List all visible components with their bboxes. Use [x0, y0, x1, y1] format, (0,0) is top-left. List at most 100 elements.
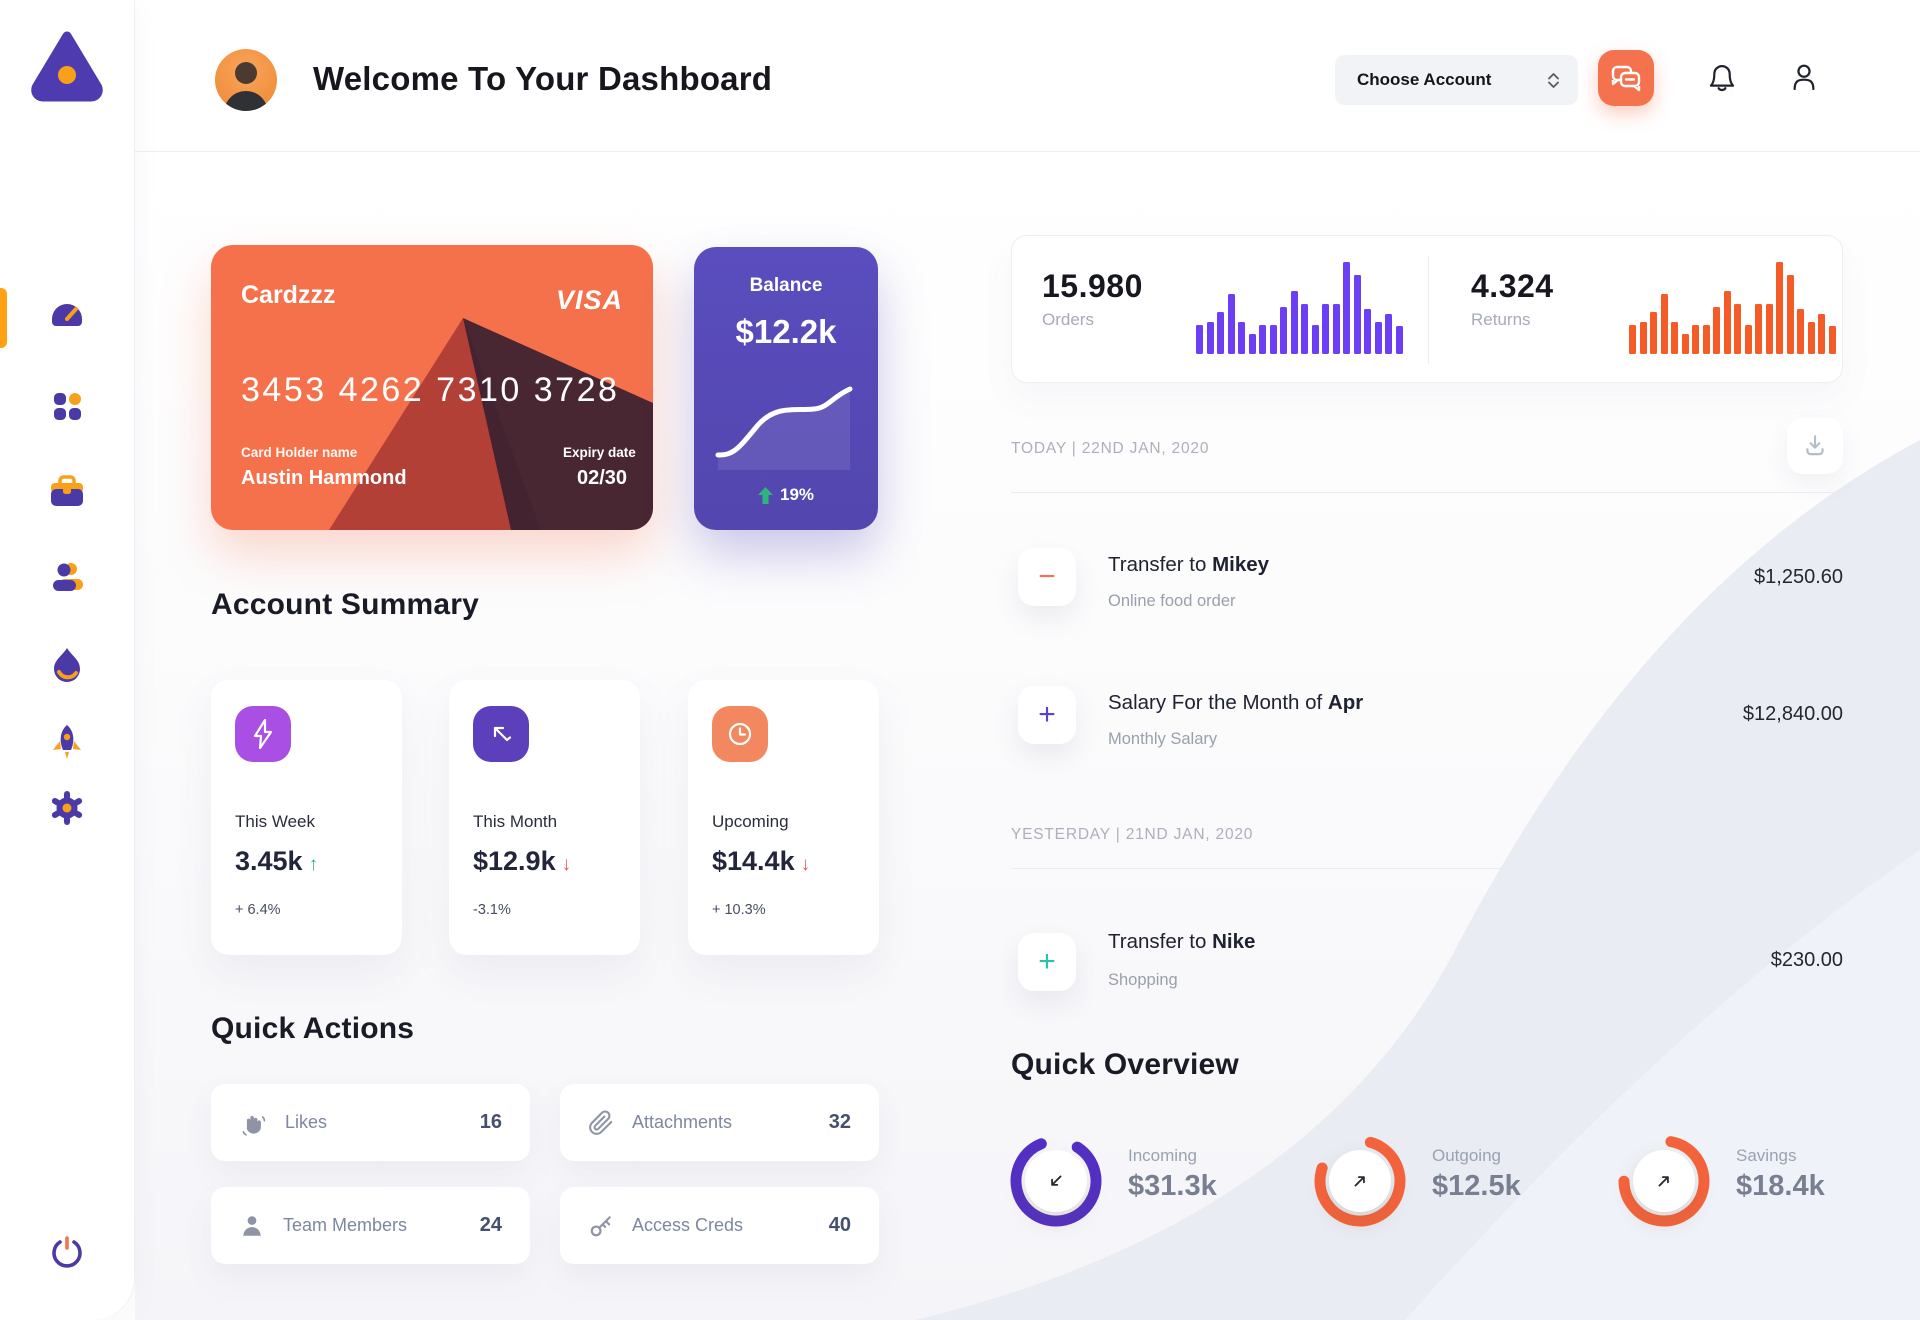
balance-sparkline: [715, 386, 853, 470]
bar: [1217, 311, 1224, 354]
chat-button[interactable]: [1598, 50, 1654, 106]
incoming-value: $31.3k: [1128, 1170, 1217, 1202]
card-expiry-value: 02/30: [577, 467, 628, 489]
savings-ring: [1614, 1131, 1714, 1231]
bar: [1301, 304, 1308, 354]
sidebar-item-rocket-icon[interactable]: [47, 722, 87, 762]
sidebar-item-apps-grid-icon[interactable]: [47, 386, 87, 426]
profile-button[interactable]: [1782, 56, 1826, 100]
credit-card: Cardzzz VISA 3453 4262 7310 3728 Card Ho…: [211, 245, 653, 530]
bar: [1692, 324, 1699, 354]
bar: [1343, 262, 1350, 354]
user-icon: [1793, 64, 1815, 91]
quick-action-label: Likes: [285, 1112, 328, 1132]
sidebar-item-settings-gear-icon[interactable]: [47, 788, 87, 828]
quick-actions-title: Quick Actions: [211, 1012, 415, 1045]
quick-action-attachments[interactable]: Attachments 32: [560, 1084, 879, 1161]
quick-action-count: 32: [828, 1111, 851, 1133]
transaction-subtitle: Monthly Salary: [1108, 730, 1218, 748]
bar: [1807, 321, 1815, 354]
card-expiry-label: Expiry date: [563, 445, 636, 460]
account-select-label: Choose Account: [1357, 70, 1492, 89]
transaction-type-icon: −: [1018, 548, 1076, 606]
bar: [1776, 262, 1783, 354]
sidebar-item-dashboard-gauge-icon[interactable]: [47, 296, 87, 336]
notifications-button[interactable]: [1700, 56, 1744, 100]
divider: [1011, 868, 1843, 869]
savings-label: Savings: [1736, 1146, 1797, 1165]
bar: [1681, 333, 1689, 354]
bar: [1196, 324, 1203, 354]
bar: [1755, 304, 1762, 354]
sidebar-item-users-icon[interactable]: [47, 558, 87, 598]
stats-divider: [1428, 256, 1429, 364]
quick-action-count: 24: [479, 1214, 502, 1236]
orders-bar-chart: [1196, 262, 1410, 354]
quick-action-count: 40: [828, 1214, 851, 1236]
transaction-amount: $12,840.00: [1742, 703, 1843, 725]
returns-value: 4.324: [1471, 268, 1554, 304]
quick-action-likes[interactable]: Likes 16: [211, 1084, 530, 1161]
bar: [1248, 333, 1256, 354]
transaction-title[interactable]: Salary For the Month of Apr: [1108, 691, 1364, 714]
bar: [1395, 326, 1403, 354]
summary-label: This Month: [473, 812, 558, 831]
bar: [1734, 304, 1741, 354]
lightning-icon: [235, 706, 291, 762]
bar: [1238, 321, 1245, 354]
transaction-title[interactable]: Transfer to Nike: [1108, 930, 1256, 953]
transaction-subtitle: Shopping: [1108, 971, 1178, 989]
page-title: Welcome To Your Dashboard: [313, 60, 773, 97]
trend-down-arrow: ↓: [800, 854, 811, 875]
transactions-group-today: TODAY | 22ND JAN, 2020: [1011, 440, 1210, 457]
app-logo-icon[interactable]: [28, 26, 106, 104]
bar: [1332, 304, 1340, 354]
bar: [1713, 307, 1720, 354]
bar: [1786, 274, 1794, 354]
chevron-up-down-icon: [1548, 72, 1559, 88]
quick-action-label: Team Members: [283, 1215, 408, 1235]
visa-logo: VISA: [555, 285, 623, 315]
down-left-arrow-icon: [1051, 1175, 1062, 1186]
account-select[interactable]: Choose Account: [1335, 55, 1578, 105]
orders-value: 15.980: [1042, 268, 1143, 304]
download-button[interactable]: [1787, 418, 1843, 474]
trend-down-arrow: ↓: [561, 854, 572, 875]
up-right-arrow-icon: [1354, 1176, 1365, 1187]
transactions-group-yesterday: YESTERDAY | 21ND JAN, 2020: [1011, 826, 1254, 843]
bar: [1374, 321, 1382, 354]
bar: [1364, 308, 1371, 354]
sidebar-item-briefcase-icon[interactable]: [47, 472, 87, 512]
power-icon[interactable]: [47, 1233, 87, 1273]
summary-delta: + 10.3%: [712, 902, 766, 918]
bell-icon: [1709, 65, 1735, 92]
bar: [1385, 314, 1392, 354]
orders-returns-card: 15.980 Orders 4.324 Returns: [1011, 235, 1843, 383]
outgoing-value: $12.5k: [1432, 1170, 1521, 1202]
key-icon: [590, 1215, 611, 1236]
bar: [1259, 324, 1266, 354]
avatar[interactable]: [215, 49, 277, 111]
orders-label: Orders: [1042, 310, 1094, 329]
incoming-ring: [1006, 1131, 1106, 1231]
bar: [1311, 324, 1319, 354]
transaction-title[interactable]: Transfer to Mikey: [1108, 553, 1270, 576]
bar: [1765, 304, 1773, 354]
quick-action-access-creds[interactable]: Access Creds 40: [560, 1187, 879, 1264]
summary-card-upcoming: Upcoming $14.4k ↓ + 10.3%: [688, 680, 879, 955]
transaction-type-icon: +: [1018, 933, 1076, 991]
bar: [1629, 324, 1636, 354]
quick-action-team-members[interactable]: Team Members 24: [211, 1187, 530, 1264]
summary-value: $12.9k ↓: [473, 846, 572, 876]
sidebar-item-flame-icon[interactable]: [47, 644, 87, 684]
balance-label: Balance: [749, 275, 823, 296]
ring-inner-disc: [1025, 1150, 1087, 1212]
quick-overview-title: Quick Overview: [1011, 1048, 1239, 1081]
bar: [1723, 291, 1731, 354]
quick-action-count: 16: [479, 1111, 502, 1133]
bar: [1650, 311, 1657, 354]
account-summary-title: Account Summary: [211, 588, 480, 621]
bar: [1660, 294, 1668, 354]
bar: [1639, 321, 1647, 354]
